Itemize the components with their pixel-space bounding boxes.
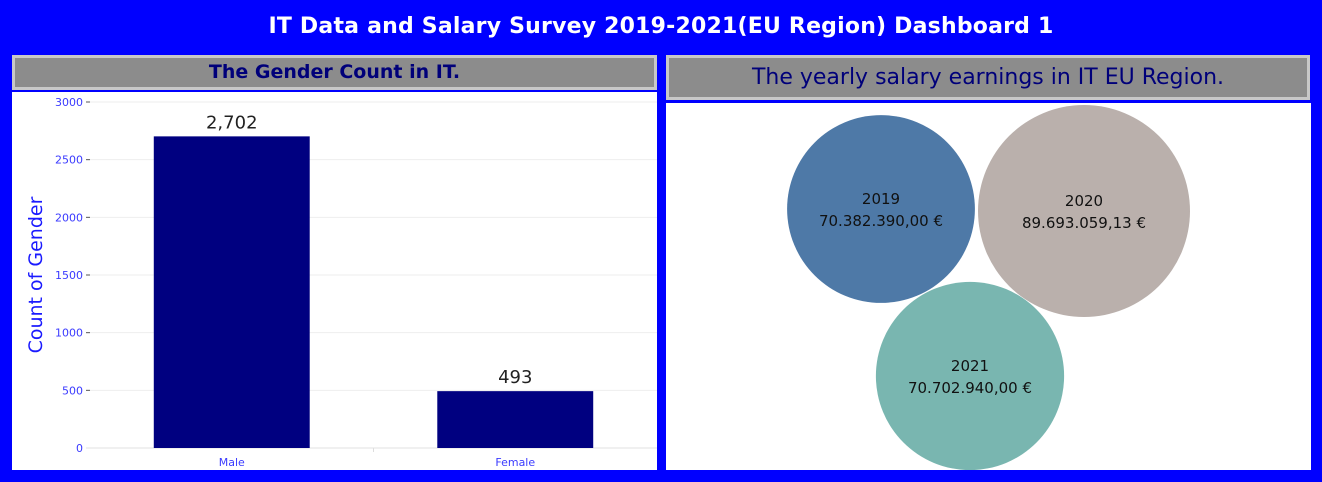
bubble-2020 [978, 105, 1190, 317]
bar-value-label: 2,702 [206, 112, 258, 133]
gender-chart-panel: 0 500 1000 1500 2000 2500 3000 Count of Gender 2… [12, 92, 657, 470]
y-tick-label: 1500 [55, 269, 83, 282]
y-axis-label: Count of Gender [25, 196, 47, 353]
salary-chart-panel: 2019 70.382.390,00 € 2020 89.693.059,13 € 20… [666, 103, 1311, 470]
y-tick-label: 1000 [55, 327, 83, 340]
y-tick-label: 3000 [55, 96, 83, 109]
y-tick-label: 0 [76, 442, 83, 455]
bubble-value-label: 70.702.940,00 € [908, 379, 1032, 397]
bubble-year-label: 2020 [1065, 192, 1103, 210]
gender-bar-chart: 0 500 1000 1500 2000 2500 3000 Count of Gender 2… [25, 96, 657, 469]
y-tick-label: 2000 [55, 211, 83, 224]
salary-bubble-chart: 2019 70.382.390,00 € 2020 89.693.059,13 € 20… [787, 105, 1190, 470]
bar-male [153, 136, 310, 449]
bubble-value-label: 70.382.390,00 € [819, 212, 943, 230]
y-tick-label: 2500 [55, 154, 83, 167]
bubble-year-label: 2021 [951, 357, 989, 375]
bar-value-label: 493 [498, 367, 532, 388]
gender-chart-title: The Gender Count in IT. [12, 55, 657, 90]
bubble-value-label: 89.693.059,13 € [1022, 214, 1146, 232]
bar-female [437, 391, 594, 448]
salary-chart-title: The yearly salary earnings in IT EU Regi… [666, 55, 1310, 100]
x-tick-label: Female [495, 456, 535, 469]
bubble-2021 [875, 281, 1065, 470]
bubble-2019 [787, 115, 975, 303]
y-tick-label: 500 [62, 384, 83, 397]
bubble-year-label: 2019 [862, 190, 900, 208]
dashboard-title: IT Data and Salary Survey 2019-2021(EU R… [268, 14, 1054, 39]
x-tick-label: Male [219, 456, 245, 469]
